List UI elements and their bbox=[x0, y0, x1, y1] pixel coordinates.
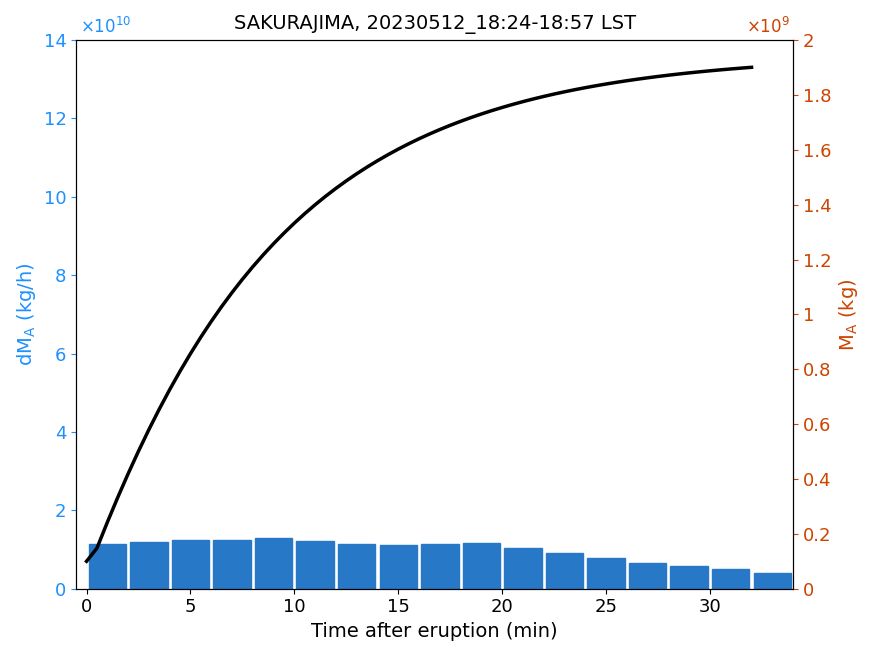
Bar bbox=[463, 543, 500, 588]
X-axis label: Time after eruption (min): Time after eruption (min) bbox=[312, 622, 558, 641]
Bar bbox=[338, 544, 375, 588]
Bar bbox=[214, 540, 251, 588]
Bar bbox=[629, 563, 667, 588]
Bar bbox=[130, 543, 168, 588]
Bar bbox=[297, 541, 334, 588]
Bar bbox=[587, 558, 625, 588]
Bar bbox=[380, 544, 417, 588]
Y-axis label: M$_\mathregular{A}$ (kg): M$_\mathregular{A}$ (kg) bbox=[837, 278, 860, 350]
Bar bbox=[712, 569, 750, 588]
Bar bbox=[670, 566, 708, 588]
Title: SAKURAJIMA, 20230512_18:24-18:57 LST: SAKURAJIMA, 20230512_18:24-18:57 LST bbox=[234, 15, 635, 34]
Bar bbox=[753, 573, 791, 588]
Y-axis label: dM$_\mathregular{A}$ (kg/h): dM$_\mathregular{A}$ (kg/h) bbox=[15, 262, 38, 366]
Bar bbox=[504, 548, 542, 588]
Bar bbox=[421, 544, 459, 588]
Bar bbox=[88, 544, 126, 588]
Text: $\times\mathregular{10}^{\mathregular{10}}$: $\times\mathregular{10}^{\mathregular{10… bbox=[80, 17, 131, 37]
Bar bbox=[255, 538, 292, 588]
Bar bbox=[172, 540, 209, 588]
Bar bbox=[546, 553, 584, 588]
Text: $\times\mathregular{10}^{\mathregular{9}}$: $\times\mathregular{10}^{\mathregular{9}… bbox=[746, 17, 789, 37]
